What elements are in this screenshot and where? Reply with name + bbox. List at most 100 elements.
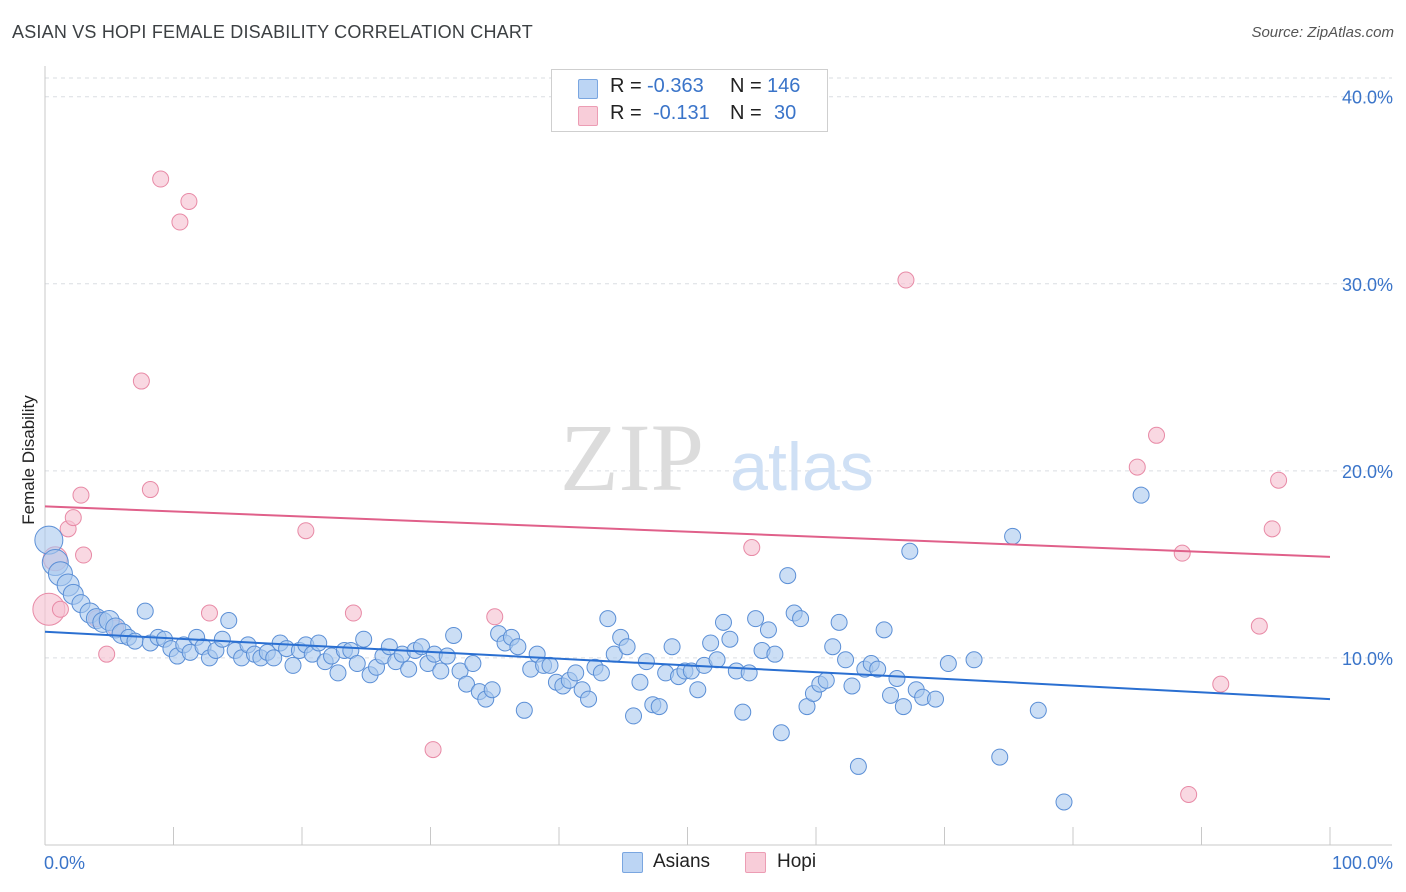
y-tick-label: 10.0%	[1342, 649, 1393, 669]
asian-point	[792, 610, 810, 628]
r-value: -0.131	[653, 102, 710, 124]
hopi-point	[1148, 426, 1166, 444]
asian-point	[445, 626, 463, 644]
asian-point	[284, 656, 302, 674]
legend-row-hopi: R = -0.131 N = 30	[552, 102, 827, 128]
asian-point	[464, 655, 482, 673]
asian-point	[355, 630, 373, 648]
hopi-point	[152, 170, 170, 188]
y-tick-label: 30.0%	[1342, 275, 1393, 295]
asian-point	[348, 655, 366, 673]
asian-point	[759, 621, 777, 639]
asian-point	[1004, 527, 1022, 545]
asian-point	[515, 701, 533, 719]
hopi-point	[98, 645, 116, 663]
asian-point	[213, 630, 231, 648]
hopi-point	[75, 546, 93, 564]
n-value: 146	[767, 75, 801, 97]
hopi-point	[51, 600, 69, 618]
asian-trend-line	[44, 630, 1331, 701]
asian-point	[824, 638, 842, 656]
hopi-point	[297, 522, 315, 540]
watermark-atlas: atlas	[730, 429, 874, 505]
hopi-swatch	[578, 106, 598, 126]
hopi-legend-swatch	[745, 852, 766, 873]
asian-point	[734, 703, 752, 721]
asian-point	[901, 542, 919, 560]
asian-point	[766, 645, 784, 663]
chart-title: ASIAN VS HOPI FEMALE DISABILITY CORRELAT…	[12, 22, 533, 42]
asian-point	[637, 653, 655, 671]
asian-point	[939, 655, 957, 673]
y-tick-label: 40.0%	[1342, 88, 1393, 108]
r-label: R =	[610, 102, 642, 124]
tick-labels: 10.0% 20.0% 30.0% 40.0% 0.0% 100.0%	[44, 88, 1393, 873]
x-tick-label: 0.0%	[44, 853, 85, 873]
hopi-point	[1128, 458, 1146, 476]
hopi-point	[1270, 471, 1288, 489]
asian-point	[592, 664, 610, 682]
asian-point	[843, 677, 861, 695]
hopi-point	[132, 372, 150, 390]
asian-point	[817, 671, 835, 689]
asian-point	[631, 673, 649, 691]
asian-point	[599, 610, 617, 628]
asian-point	[894, 698, 912, 716]
asian-point	[265, 649, 283, 667]
n-label: N =	[730, 75, 762, 97]
asian-point	[400, 660, 418, 678]
asian-point	[702, 634, 720, 652]
n-label: N =	[730, 102, 762, 124]
hopi-point	[64, 509, 82, 527]
asian-point	[650, 698, 668, 716]
asian-point	[220, 612, 238, 630]
asian-point	[1055, 793, 1073, 811]
asian-point	[438, 647, 456, 665]
correlation-legend: R = -0.363 N = 146 R = -0.131 N = 30	[551, 69, 828, 132]
trend-lines	[44, 505, 1331, 701]
asian-points	[34, 486, 1150, 811]
asian-point	[869, 660, 887, 678]
hopi-point	[486, 608, 504, 626]
asian-point	[483, 681, 501, 699]
hopi-point	[171, 213, 189, 231]
asian-point	[625, 707, 643, 725]
y-axis-label: Female Disability	[19, 395, 38, 525]
asian-point	[663, 638, 681, 656]
hopi-point	[72, 486, 90, 504]
asian-point	[747, 610, 765, 628]
asian-point	[721, 630, 739, 648]
asian-point	[830, 613, 848, 631]
asian-point	[580, 690, 598, 708]
asian-point	[849, 757, 867, 775]
asian-point	[136, 602, 154, 620]
hopi-trend-line	[44, 505, 1331, 558]
hopi-point	[743, 539, 761, 557]
x-tick-label: 100.0%	[1332, 853, 1393, 873]
hopi-legend-label: Hopi	[777, 851, 817, 872]
asian-point	[310, 634, 328, 652]
grid-lines	[45, 77, 1392, 659]
asian-point	[779, 567, 797, 585]
asian-point	[837, 651, 855, 669]
r-value: -0.363	[647, 75, 704, 97]
hopi-point	[1212, 675, 1230, 693]
asian-point	[714, 613, 732, 631]
asian-point	[432, 662, 450, 680]
hopi-point	[424, 741, 442, 759]
y-tick-label: 20.0%	[1342, 462, 1393, 482]
asian-point	[457, 675, 475, 693]
hopi-point	[141, 481, 159, 499]
asian-point	[541, 656, 559, 674]
asian-point	[509, 638, 527, 656]
asians-swatch	[578, 79, 598, 99]
asian-point	[329, 664, 347, 682]
n-value: 30	[774, 102, 797, 124]
hopi-point	[1250, 617, 1268, 635]
watermark: ZIP atlas	[560, 404, 874, 511]
asian-point	[740, 664, 758, 682]
asian-point	[882, 686, 900, 704]
asian-point	[965, 651, 983, 669]
asians-legend-swatch	[622, 852, 643, 873]
